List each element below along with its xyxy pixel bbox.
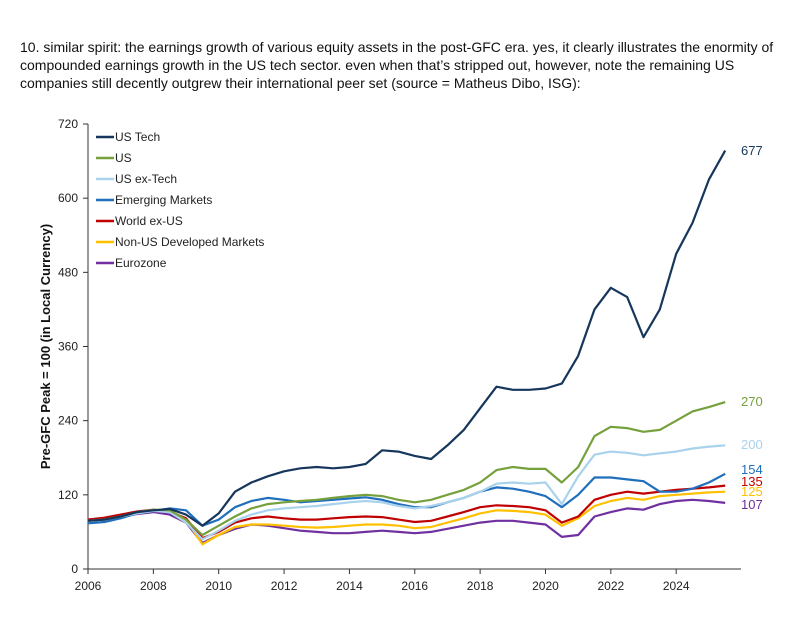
x-tick-label: 2020 <box>532 579 559 593</box>
legend-label: Eurozone <box>115 256 167 270</box>
end-label: 677 <box>741 143 763 158</box>
legend-label: US ex-Tech <box>115 172 177 186</box>
end-label: 154 <box>741 462 763 477</box>
end-label: 200 <box>741 437 763 452</box>
series-line-us <box>87 401 726 537</box>
y-tick-label: 600 <box>58 191 78 205</box>
legend-label: World ex-US <box>115 214 183 228</box>
legend-label: Non-US Developed Markets <box>115 235 264 249</box>
end-label: 270 <box>741 394 763 409</box>
end-label: 125 <box>741 484 763 499</box>
x-tick-label: 2018 <box>467 579 494 593</box>
x-tick-label: 2016 <box>401 579 428 593</box>
series-line-emerging-markets <box>87 472 726 527</box>
legend-label: Emerging Markets <box>115 193 212 207</box>
x-tick-label: 2008 <box>140 579 167 593</box>
axes: 0 120 240 360 480 600 720 2006 2008 2010 2012 2014 2… <box>38 117 741 593</box>
y-tick-label: 360 <box>58 340 78 354</box>
y-tick-label: 120 <box>58 488 78 502</box>
y-axis-label: Pre-GFC Peak = 100 (in Local Currency) <box>38 224 53 469</box>
series-lines <box>87 150 727 546</box>
x-tick-label: 2012 <box>271 579 298 593</box>
x-tick-label: 2022 <box>597 579 624 593</box>
x-tick-label: 2010 <box>205 579 232 593</box>
end-label: 135 <box>741 474 763 489</box>
legend: US Tech US US ex-Tech Emerging Markets World… <box>96 130 264 270</box>
y-tick-label: 240 <box>58 414 78 428</box>
x-tick-label: 2006 <box>75 579 102 593</box>
x-tick-label: 2014 <box>336 579 363 593</box>
legend-label: US Tech <box>115 130 160 144</box>
y-tick-label: 480 <box>58 265 78 279</box>
end-label: 107 <box>741 497 763 512</box>
series-line-world-ex-us <box>87 484 726 540</box>
legend-label: US <box>115 151 132 165</box>
x-tick-label: 2024 <box>663 579 690 593</box>
series-line-us-ex-tech <box>87 444 726 541</box>
y-tick-label: 0 <box>71 562 78 576</box>
y-tick-label: 720 <box>58 117 78 131</box>
caption: 10. similar spirit: the earnings growth … <box>20 39 774 91</box>
series-line-us-tech <box>87 150 727 527</box>
